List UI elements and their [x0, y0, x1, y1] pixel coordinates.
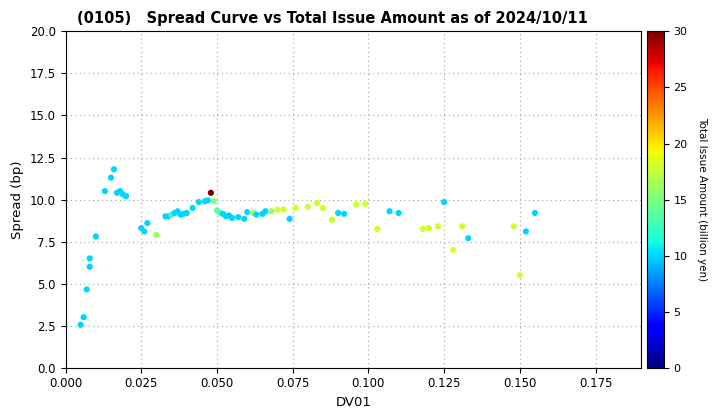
Point — [112, 189, 123, 196]
Point — [438, 199, 450, 205]
Point — [508, 223, 520, 230]
Point — [105, 174, 117, 181]
Point — [432, 223, 444, 230]
Point — [417, 226, 428, 232]
Point — [199, 198, 210, 205]
Point — [178, 210, 189, 217]
Point — [99, 188, 111, 194]
Point — [226, 215, 238, 221]
Point — [75, 321, 86, 328]
Point — [220, 213, 232, 220]
Point — [520, 228, 531, 235]
Text: (0105)   Spread Curve vs Total Issue Amount as of 2024/10/11: (0105) Spread Curve vs Total Issue Amoun… — [77, 11, 588, 26]
Point — [384, 208, 395, 215]
Point — [238, 215, 250, 222]
Point — [138, 228, 150, 235]
Point — [117, 191, 129, 198]
Point — [150, 231, 162, 238]
Point — [256, 210, 268, 217]
Point — [372, 226, 383, 232]
Point — [271, 206, 283, 213]
Point — [215, 210, 226, 216]
Point — [181, 210, 192, 216]
Point — [160, 213, 171, 220]
Point — [359, 200, 371, 207]
Point — [423, 225, 435, 231]
Point — [211, 207, 222, 214]
Point — [278, 206, 289, 213]
Point — [514, 272, 526, 278]
Point — [142, 220, 153, 226]
Point — [135, 225, 147, 231]
Point — [529, 210, 541, 216]
Point — [223, 212, 235, 219]
Point — [202, 197, 214, 204]
Point — [302, 204, 314, 210]
Point — [456, 223, 468, 230]
Y-axis label: Spread (bp): Spread (bp) — [11, 160, 24, 239]
Point — [338, 210, 350, 217]
Point — [248, 210, 259, 216]
Point — [311, 200, 323, 206]
Point — [284, 215, 295, 222]
Point — [108, 166, 120, 173]
Point — [351, 201, 362, 208]
Point — [78, 314, 89, 320]
Point — [84, 263, 96, 270]
Point — [163, 213, 174, 220]
Point — [172, 208, 184, 215]
Point — [84, 255, 96, 262]
Point — [208, 198, 220, 205]
Point — [205, 189, 217, 196]
Point — [326, 216, 338, 223]
Point — [266, 208, 277, 215]
Point — [241, 209, 253, 215]
Point — [168, 210, 180, 216]
Point — [166, 211, 177, 218]
Point — [333, 210, 344, 216]
Point — [290, 205, 302, 211]
Point — [187, 205, 199, 211]
Point — [120, 193, 132, 199]
Point — [81, 286, 92, 293]
Point — [193, 199, 204, 205]
Point — [114, 188, 126, 194]
X-axis label: DV01: DV01 — [336, 396, 372, 409]
Point — [318, 205, 329, 211]
Point — [233, 214, 244, 220]
Point — [90, 233, 102, 240]
Point — [175, 211, 186, 218]
Point — [462, 235, 474, 242]
Point — [260, 208, 271, 215]
Point — [447, 247, 459, 253]
Point — [251, 211, 262, 218]
Y-axis label: Total Issue Amount (billion yen): Total Issue Amount (billion yen) — [697, 118, 707, 281]
Point — [217, 210, 229, 217]
Point — [393, 210, 405, 216]
